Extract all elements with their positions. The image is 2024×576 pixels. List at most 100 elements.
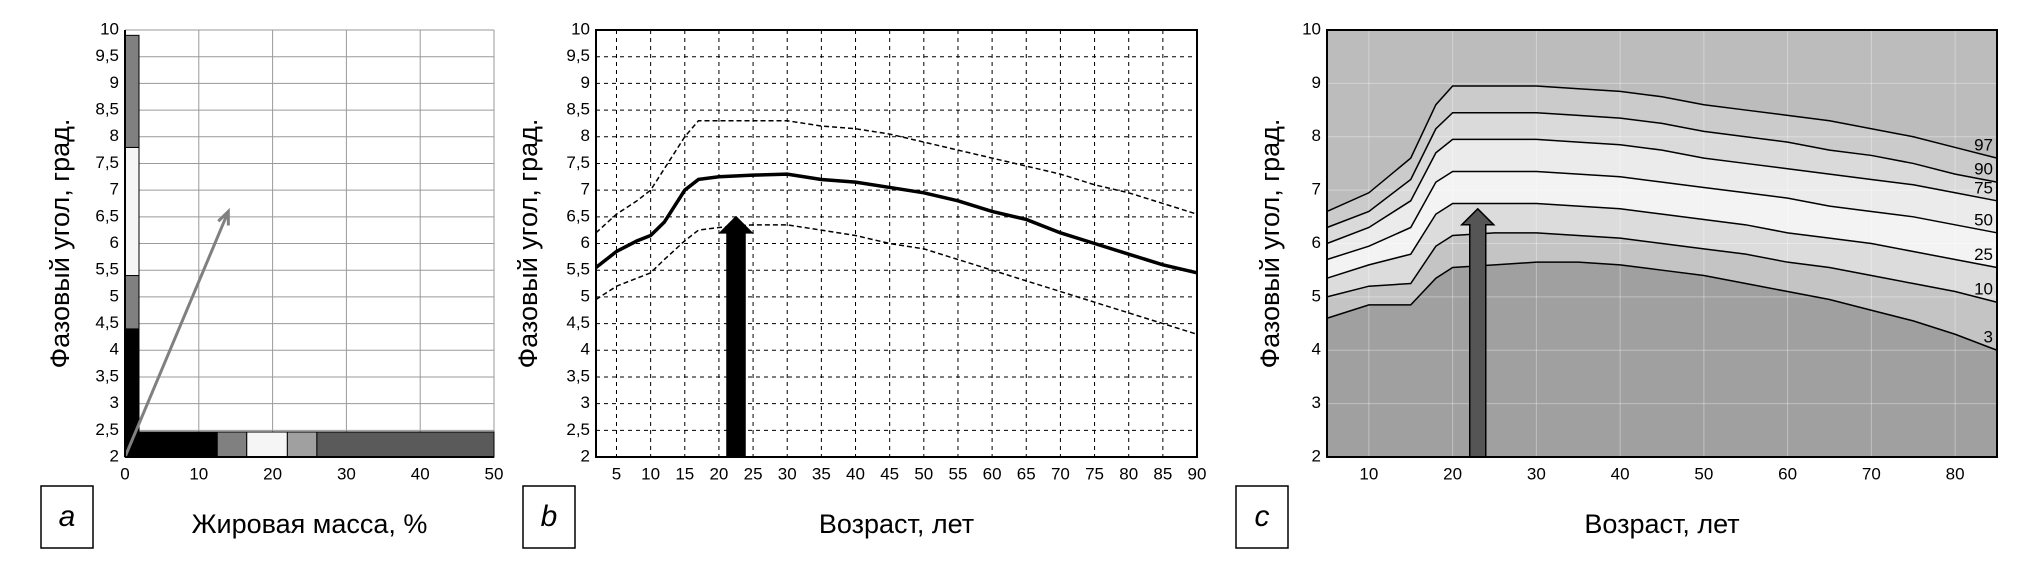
percentile-label: 97 bbox=[1974, 136, 1993, 155]
x-tick-label: 80 bbox=[1946, 464, 1965, 483]
percentile-line bbox=[1326, 202, 1998, 279]
y-tick-label: 5 bbox=[1312, 286, 1321, 305]
y-tick-label: 8 bbox=[110, 126, 119, 145]
x-tick-label: 10 bbox=[641, 464, 660, 483]
x-tick-label: 70 bbox=[1051, 464, 1070, 483]
x-band bbox=[124, 431, 218, 458]
y-tick-label: 4,5 bbox=[95, 313, 119, 332]
y-tick-label: 3 bbox=[1312, 393, 1321, 412]
percentile-line bbox=[1326, 138, 1998, 245]
x-tick-label: 5 bbox=[612, 464, 621, 483]
x-tick-label: 20 bbox=[1443, 464, 1462, 483]
y-tick-label: 3,5 bbox=[95, 366, 119, 385]
x-band bbox=[246, 431, 288, 458]
x-tick-label: 30 bbox=[337, 464, 356, 483]
plot-frame bbox=[1326, 29, 1998, 458]
y-tick-label: 6,5 bbox=[566, 206, 590, 225]
y-tick-label: 6 bbox=[1312, 233, 1321, 252]
percentile-line bbox=[1326, 170, 1998, 261]
y-tick-label: 8 bbox=[581, 126, 590, 145]
y-tick-label: 9 bbox=[581, 73, 590, 92]
y-tick-label: 4 bbox=[581, 340, 590, 359]
y-tick-label: 3,5 bbox=[566, 366, 590, 385]
y-axis-label: Фазовый угол, град. bbox=[513, 119, 543, 369]
y-tick-label: 2,5 bbox=[95, 420, 119, 439]
y-tick-label: 6 bbox=[581, 233, 590, 252]
y-band bbox=[124, 275, 140, 330]
x-tick-label: 45 bbox=[880, 464, 899, 483]
x-tick-label: 20 bbox=[709, 464, 728, 483]
y-tick-label: 9,5 bbox=[566, 46, 590, 65]
x-axis-label: Возраст, лет bbox=[1584, 509, 1739, 539]
percentile-band bbox=[1327, 262, 1997, 457]
y-tick-label: 3 bbox=[581, 393, 590, 412]
y-tick-label: 4 bbox=[110, 340, 119, 359]
y-tick-label: 4 bbox=[1312, 340, 1321, 359]
x-tick-label: 40 bbox=[411, 464, 430, 483]
y-tick-label: 2,5 bbox=[566, 420, 590, 439]
y-tick-label: 9 bbox=[110, 73, 119, 92]
x-tick-label: 0 bbox=[120, 464, 129, 483]
x-tick-label: 40 bbox=[1611, 464, 1630, 483]
arrow bbox=[1459, 207, 1496, 458]
percentile-label: 75 bbox=[1974, 178, 1993, 197]
y-tick-label: 5 bbox=[581, 286, 590, 305]
panel-label: a bbox=[59, 500, 76, 533]
y-tick-label: 2 bbox=[581, 446, 590, 465]
x-band bbox=[286, 431, 318, 458]
arrow bbox=[123, 207, 230, 458]
panel-label-box bbox=[522, 485, 576, 549]
x-tick-label: 75 bbox=[1085, 464, 1104, 483]
percentile-line bbox=[1326, 111, 1998, 229]
x-tick-label: 10 bbox=[1359, 464, 1378, 483]
percentile-label: 90 bbox=[1974, 160, 1993, 179]
y-tick-label: 8 bbox=[1312, 126, 1321, 145]
percentile-line bbox=[1326, 261, 1998, 351]
y-axis-label: Фазовый угол, град. bbox=[1255, 119, 1285, 369]
x-tick-label: 30 bbox=[1527, 464, 1546, 483]
y-tick-label: 7,5 bbox=[95, 153, 119, 172]
y-band bbox=[124, 146, 140, 277]
y-tick-label: 10 bbox=[100, 19, 119, 38]
y-axis-label: Фазовый угол, град. bbox=[45, 119, 75, 369]
x-tick-label: 20 bbox=[263, 464, 282, 483]
y-tick-label: 5,5 bbox=[566, 260, 590, 279]
y-tick-label: 3 bbox=[110, 393, 119, 412]
percentile-line bbox=[1326, 85, 1998, 213]
x-tick-label: 35 bbox=[812, 464, 831, 483]
x-tick-label: 15 bbox=[675, 464, 694, 483]
x-tick-label: 55 bbox=[949, 464, 968, 483]
x-tick-label: 70 bbox=[1862, 464, 1881, 483]
y-band bbox=[124, 34, 140, 148]
plot-frame bbox=[595, 29, 1198, 458]
percentile-label: 25 bbox=[1974, 245, 1993, 264]
x-tick-label: 50 bbox=[1694, 464, 1713, 483]
y-tick-label: 7,5 bbox=[566, 153, 590, 172]
x-axis-label: Возраст, лет bbox=[819, 509, 974, 539]
percentile-line bbox=[1326, 232, 1998, 303]
y-tick-label: 2 bbox=[1312, 446, 1321, 465]
percentile-label: 10 bbox=[1974, 280, 1993, 299]
x-tick-label: 50 bbox=[485, 464, 504, 483]
x-tick-label: 85 bbox=[1153, 464, 1172, 483]
x-tick-label: 10 bbox=[189, 464, 208, 483]
y-tick-label: 7 bbox=[1312, 180, 1321, 199]
x-tick-label: 65 bbox=[1017, 464, 1036, 483]
x-tick-label: 30 bbox=[778, 464, 797, 483]
x-band bbox=[216, 431, 248, 458]
y-tick-label: 5 bbox=[110, 286, 119, 305]
series-line bbox=[595, 119, 1198, 234]
y-tick-label: 9 bbox=[1312, 73, 1321, 92]
x-tick-label: 25 bbox=[744, 464, 763, 483]
x-tick-label: 50 bbox=[914, 464, 933, 483]
percentile-label: 50 bbox=[1974, 210, 1993, 229]
x-axis-label: Жировая масса, % bbox=[192, 509, 428, 539]
series-line bbox=[594, 172, 1198, 275]
y-tick-label: 2 bbox=[110, 446, 119, 465]
y-tick-label: 9,5 bbox=[95, 46, 119, 65]
panel-label: b bbox=[541, 500, 558, 533]
y-tick-label: 10 bbox=[571, 19, 590, 38]
y-tick-label: 8,5 bbox=[95, 100, 119, 119]
